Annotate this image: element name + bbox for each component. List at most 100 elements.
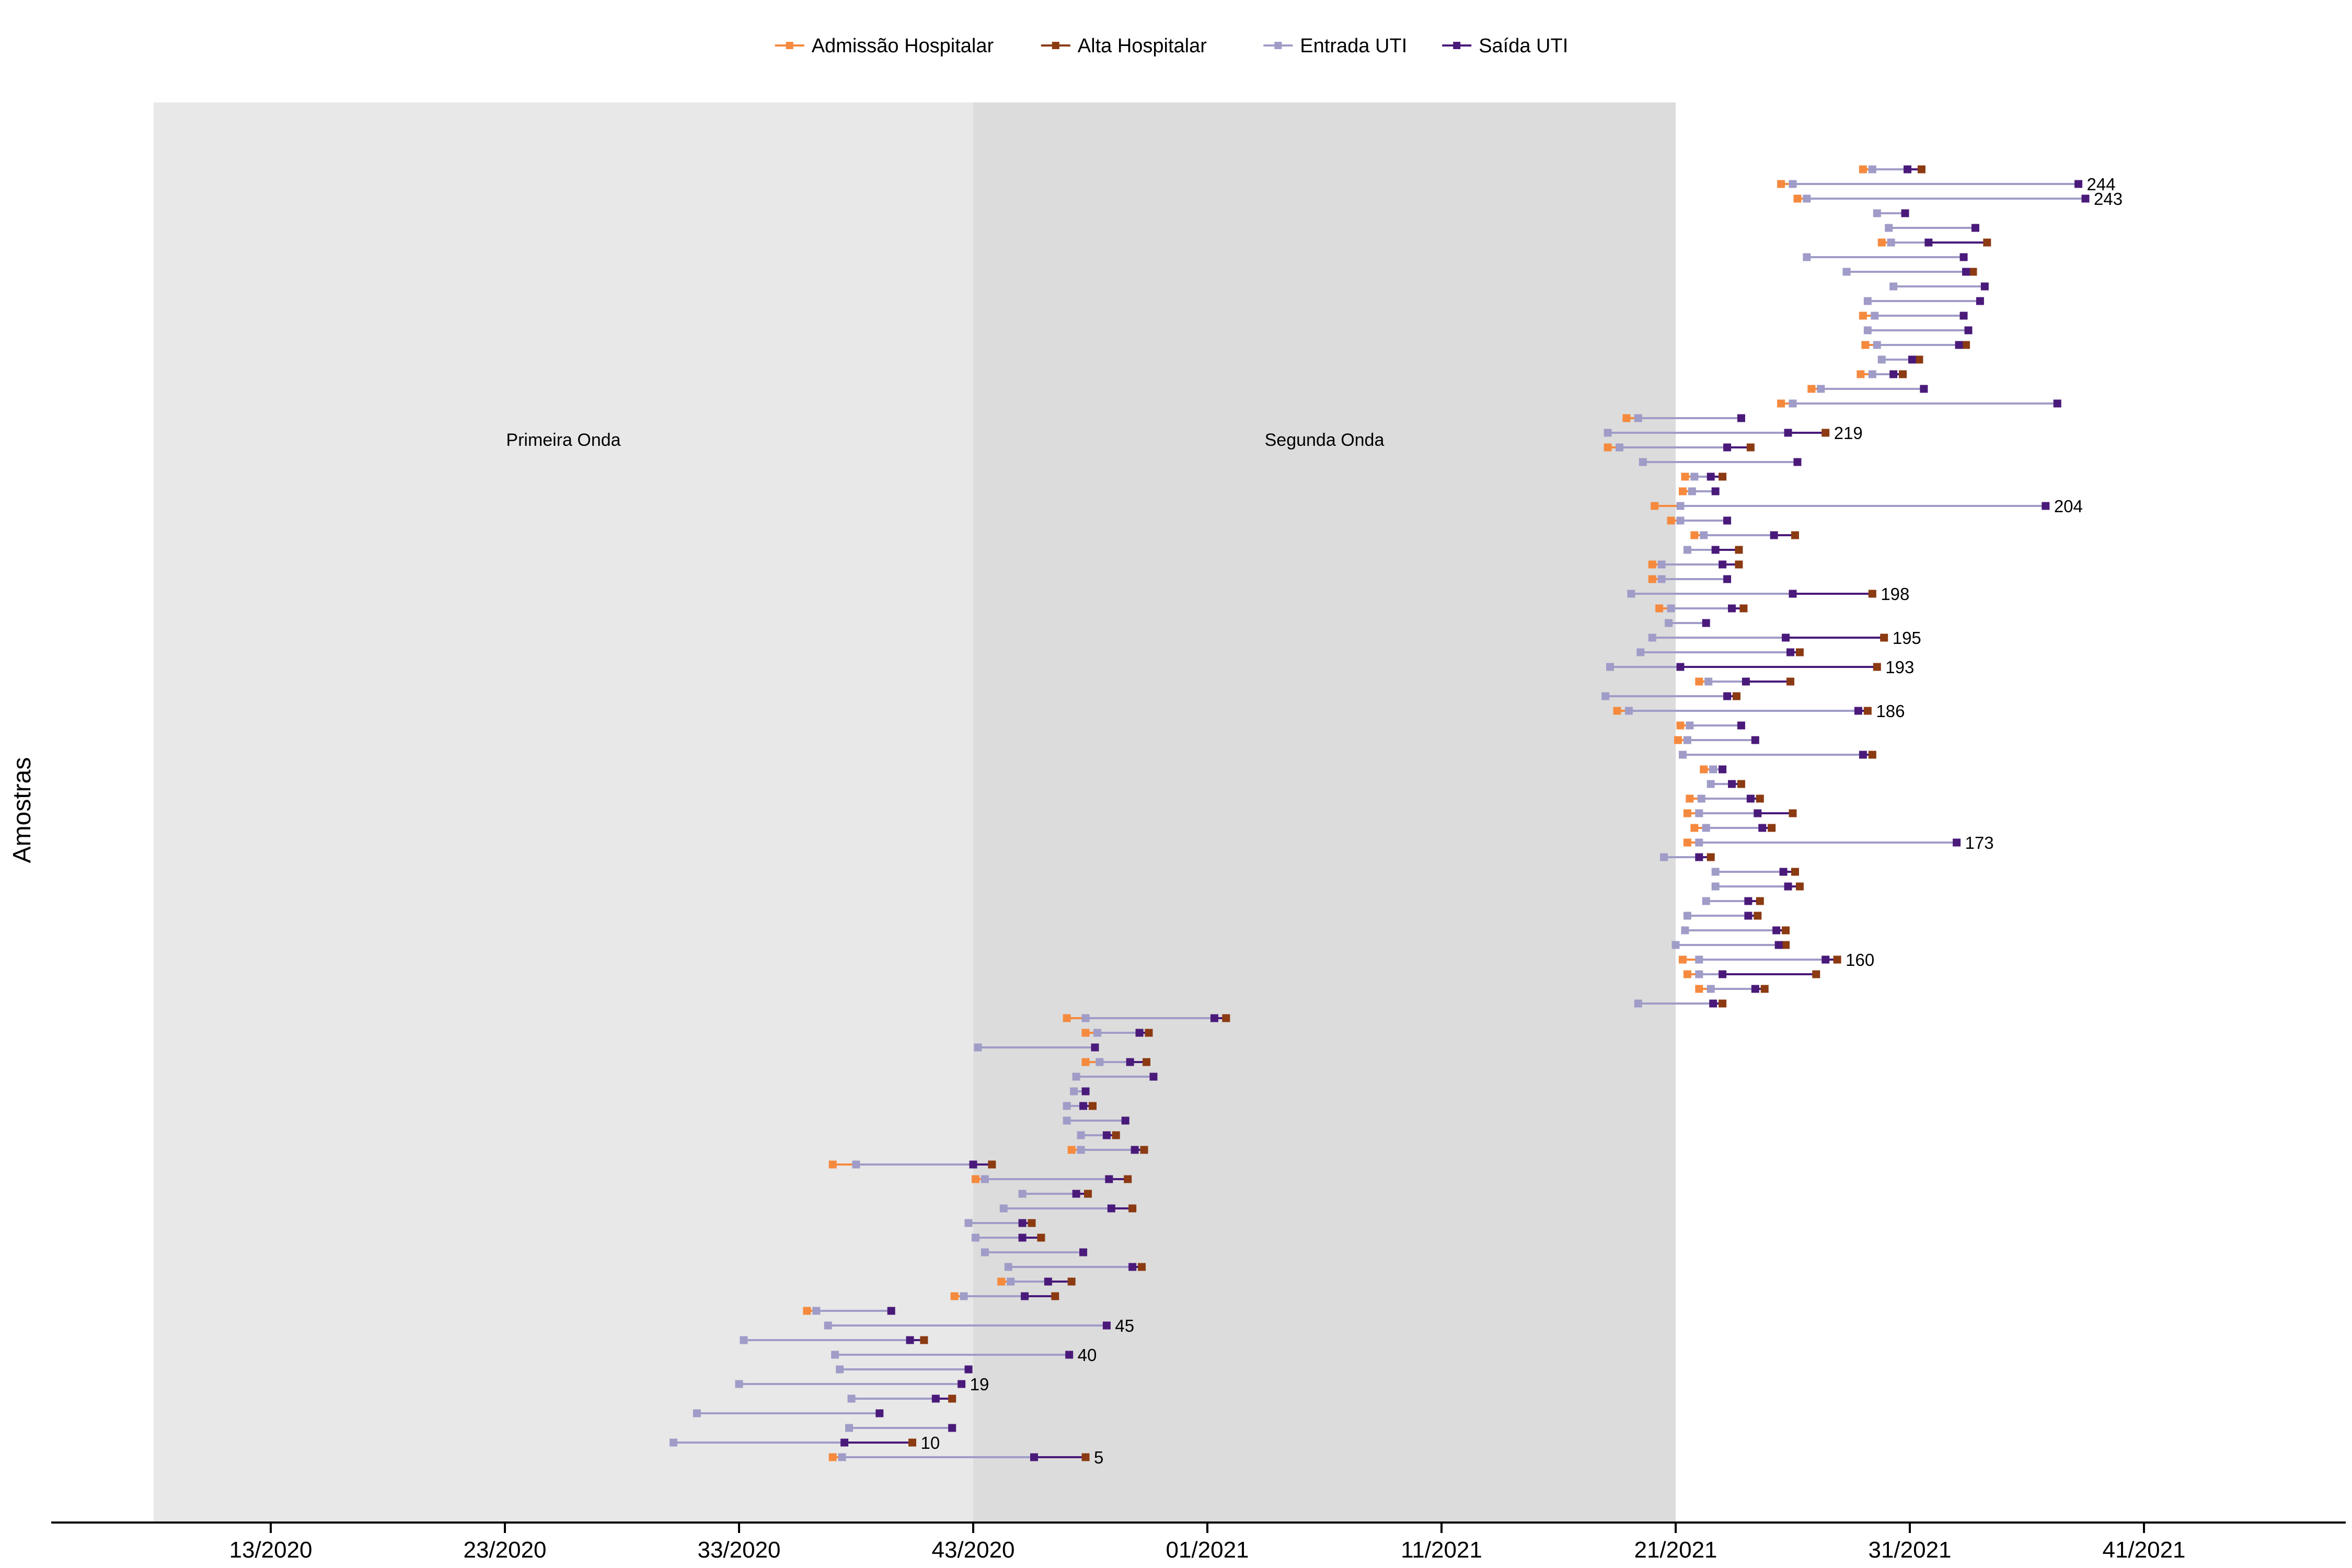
sample-row: [1648, 560, 1743, 569]
icu-entry-point: [824, 1321, 832, 1330]
sample-id-label: 173: [1965, 833, 1994, 852]
discharge-point: [1795, 882, 1804, 891]
icu-exit-point: [1018, 1233, 1027, 1242]
sample-row: 193: [1606, 658, 1914, 677]
discharge-point: [988, 1160, 996, 1169]
icu-entry-point: [1695, 970, 1703, 978]
icu-exit-point: [1782, 633, 1790, 642]
icu-entry-point: [852, 1160, 860, 1169]
icu-entry-point: [1667, 604, 1675, 613]
discharge-point: [1707, 853, 1715, 861]
discharge-point: [1917, 165, 1926, 174]
legend-swatch-marker: [786, 42, 793, 49]
icu-entry-point: [1063, 1116, 1071, 1125]
sample-row: [1648, 575, 1732, 583]
icu-entry-point: [1671, 941, 1680, 949]
sample-row: [1660, 853, 1715, 861]
admission-point: [1683, 838, 1691, 847]
icu-entry-point: [1695, 809, 1703, 817]
discharge-point: [1880, 633, 1888, 642]
period-label: Segunda Onda: [1265, 430, 1385, 450]
sample-row: [1070, 1087, 1090, 1096]
icu-exit-point: [1105, 1175, 1113, 1183]
icu-exit-point: [1723, 692, 1732, 700]
icu-exit-point: [958, 1380, 966, 1388]
discharge-point: [1786, 677, 1795, 686]
icu-exit-point: [1964, 326, 1973, 335]
icu-entry-point: [1711, 882, 1720, 891]
icu-exit-point: [1908, 355, 1916, 364]
discharge-point: [1868, 590, 1876, 598]
admission-point: [1700, 765, 1708, 774]
icu-entry-point: [1657, 560, 1666, 569]
icu-exit-point: [1149, 1073, 1158, 1081]
icu-entry-point: [1081, 1014, 1090, 1022]
icu-exit-point: [1079, 1102, 1088, 1110]
sample-row: 204: [1651, 497, 2083, 516]
x-tick-label: 31/2021: [1868, 1537, 1951, 1563]
icu-entry-point: [836, 1365, 844, 1374]
admission-point: [1067, 1146, 1076, 1154]
icu-exit-point: [875, 1409, 884, 1417]
sample-row: [1863, 326, 1973, 335]
discharge-point: [1112, 1131, 1120, 1139]
icu-exit-point: [1786, 648, 1795, 656]
legend-label: Alta Hospitalar: [1078, 35, 1207, 57]
sample-row: [1601, 692, 1740, 700]
sample-row: 45: [824, 1316, 1134, 1335]
icu-entry-point: [1887, 238, 1895, 247]
icu-exit-point: [1707, 472, 1715, 481]
icu-exit-point: [948, 1424, 956, 1432]
discharge-point: [1124, 1175, 1132, 1183]
icu-entry-point: [1873, 341, 1881, 349]
legend-label: Saída UTI: [1479, 35, 1568, 57]
sample-row: [964, 1219, 1036, 1227]
icu-entry-point: [1702, 824, 1710, 832]
icu-exit-point: [1744, 897, 1753, 905]
admission-point: [1676, 721, 1685, 730]
icu-entry-point: [1093, 1029, 1101, 1037]
admission-point: [1686, 794, 1694, 803]
icu-entry-point: [960, 1292, 968, 1300]
sample-row: [1634, 999, 1727, 1008]
x-tick-label: 23/2020: [463, 1537, 546, 1563]
admission-point: [1678, 955, 1687, 964]
legend-item: Admissão Hospitalar: [775, 35, 994, 57]
icu-exit-point: [1079, 1248, 1088, 1256]
sample-row: [1686, 794, 1764, 803]
sample-id-label: 198: [1881, 584, 1909, 604]
icu-entry-point: [1789, 180, 1797, 188]
icu-exit-point: [1744, 912, 1753, 920]
icu-entry-point: [1604, 429, 1612, 437]
discharge-point: [1067, 1277, 1076, 1286]
icu-entry-point: [1678, 751, 1687, 759]
sample-row: [1063, 1102, 1097, 1110]
admission-point: [1613, 707, 1621, 715]
discharge-point: [1782, 941, 1790, 949]
legend-item: Saída UTI: [1442, 35, 1568, 57]
discharge-point: [1746, 443, 1755, 452]
icu-exit-point: [1789, 590, 1797, 598]
icu-exit-point: [1770, 531, 1778, 539]
icu-entry-point: [1063, 1102, 1071, 1110]
sample-row: 40: [831, 1345, 1097, 1365]
discharge-point: [1084, 1190, 1092, 1198]
sample-row: [1807, 385, 1928, 393]
icu-exit-point: [1107, 1204, 1115, 1213]
admission-point: [971, 1175, 979, 1183]
icu-entry-point: [1711, 868, 1720, 876]
sample-row: [1018, 1190, 1092, 1198]
icu-exit-point: [2081, 194, 2090, 203]
icu-entry-point: [1636, 648, 1645, 656]
sample-row: [1863, 297, 1984, 305]
icu-entry-point: [1842, 268, 1851, 276]
icu-exit-point: [1711, 546, 1720, 554]
icu-exit-point: [1751, 736, 1759, 744]
sample-row: [845, 1424, 956, 1432]
icu-entry-point: [1681, 926, 1689, 935]
discharge-point: [1140, 1146, 1148, 1154]
discharge-point: [1028, 1219, 1036, 1227]
icu-entry-point: [1665, 619, 1673, 627]
icu-exit-point: [2053, 399, 2061, 408]
icu-entry-point: [1606, 663, 1615, 671]
